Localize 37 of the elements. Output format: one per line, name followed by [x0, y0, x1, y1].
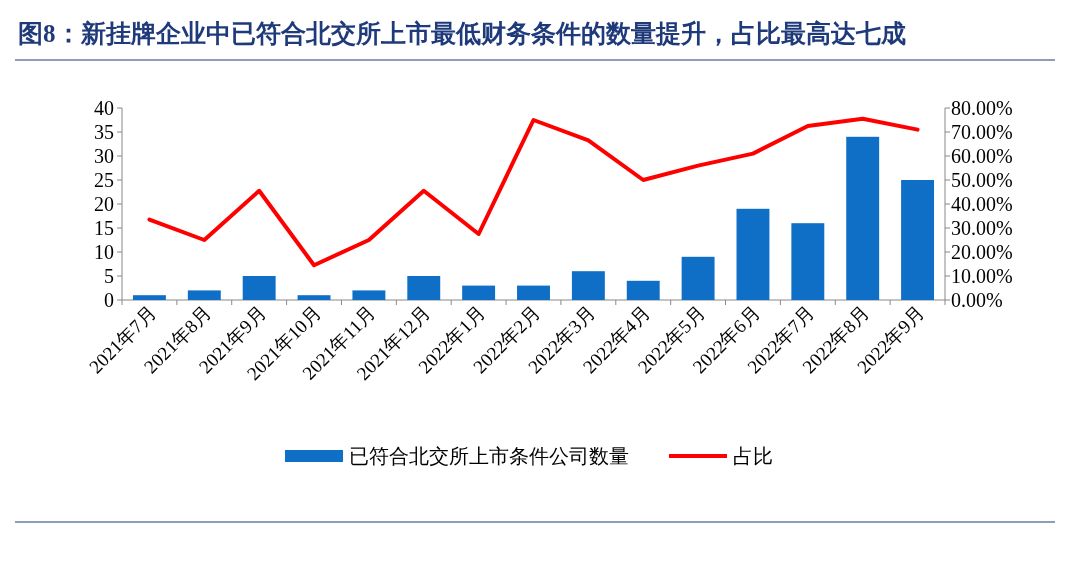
- bar: [571, 271, 605, 300]
- bar: [132, 295, 166, 300]
- y2-tick-label: 60.00%: [951, 145, 1013, 167]
- bar: [297, 295, 331, 300]
- legend-label: 已符合北交所上市条件公司数量: [349, 445, 629, 467]
- bar: [626, 280, 660, 300]
- y2-tick-label: 80.00%: [951, 97, 1013, 119]
- bar: [846, 136, 880, 300]
- y-tick-label: 5: [104, 265, 114, 287]
- bar: [187, 290, 221, 300]
- bar: [517, 285, 550, 300]
- y-tick-label: 25: [94, 169, 114, 191]
- y-tick-label: 10: [94, 241, 114, 263]
- bar: [242, 276, 276, 300]
- y2-tick-label: 30.00%: [951, 217, 1013, 239]
- bar: [462, 285, 496, 300]
- chart-title: 图8：新挂牌企业中已符合北交所上市最低财务条件的数量提升，占比最高达七成: [18, 20, 906, 47]
- bar: [791, 223, 825, 300]
- bar: [407, 276, 441, 300]
- bar: [901, 180, 935, 300]
- y-tick-label: 35: [94, 121, 114, 143]
- y2-tick-label: 0.00%: [951, 289, 1003, 311]
- y2-tick-label: 10.00%: [951, 265, 1013, 287]
- y2-tick-label: 40.00%: [951, 193, 1013, 215]
- y-tick-label: 20: [94, 193, 114, 215]
- y-tick-label: 15: [94, 217, 114, 239]
- y2-tick-label: 50.00%: [951, 169, 1013, 191]
- bar: [736, 208, 770, 300]
- y-tick-label: 40: [94, 97, 114, 119]
- y2-tick-label: 70.00%: [951, 121, 1013, 143]
- y2-tick-label: 20.00%: [951, 241, 1013, 263]
- line-series: [147, 116, 920, 268]
- y-tick-label: 0: [104, 289, 114, 311]
- bar: [681, 256, 715, 300]
- legend-label: 占比: [733, 445, 773, 467]
- bar: [352, 290, 386, 300]
- y-tick-label: 30: [94, 145, 114, 167]
